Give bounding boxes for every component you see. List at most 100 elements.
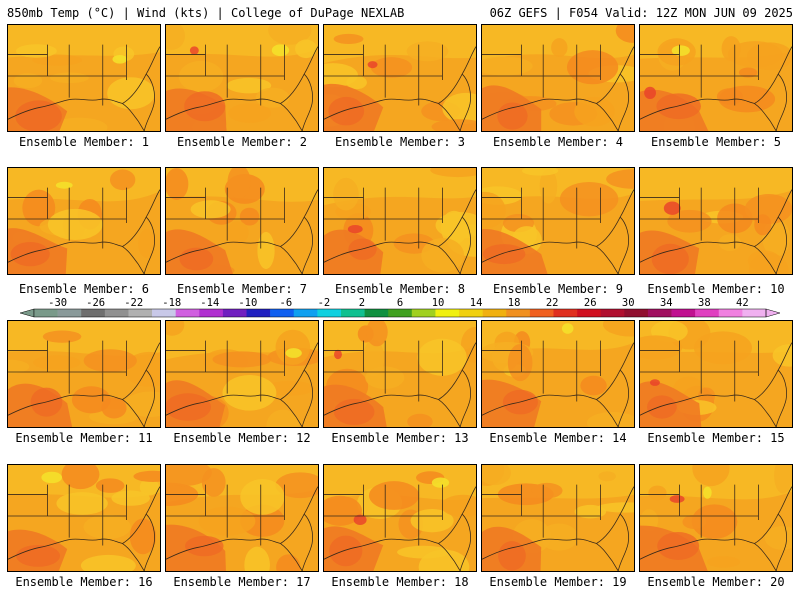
ensemble-member-label: Ensemble Member: 17 bbox=[173, 575, 311, 589]
ensemble-member-label: Ensemble Member: 2 bbox=[176, 135, 308, 149]
temperature-map-image bbox=[482, 465, 634, 571]
temperature-map-image bbox=[166, 465, 318, 571]
colorbar-swatch bbox=[553, 309, 578, 317]
temperature-map-image bbox=[166, 25, 318, 131]
colorbar-tick-label: 10 bbox=[432, 297, 445, 309]
ensemble-member-map bbox=[639, 464, 793, 572]
ensemble-member-label: Ensemble Member: 14 bbox=[489, 431, 627, 445]
ensemble-member-label: Ensemble Member: 5 bbox=[650, 135, 782, 149]
colorbar-tick-label: -2 bbox=[318, 297, 331, 309]
colorbar-tick-label: 38 bbox=[698, 297, 711, 309]
temperature-colorbar: -30 -26 -22 -18 -14 -10 -6 -2 2 6 10 14 18 22 26 30 34 38… bbox=[20, 297, 780, 318]
ensemble-member-label: Ensemble Member: 16 bbox=[15, 575, 153, 589]
colorbar-border bbox=[33, 308, 767, 318]
ensemble-member-label: Ensemble Member: 15 bbox=[647, 431, 785, 445]
ensemble-member-label: Ensemble Member: 9 bbox=[492, 282, 624, 296]
colorbar-swatch bbox=[411, 309, 436, 317]
ensemble-member-label: Ensemble Member: 18 bbox=[331, 575, 469, 589]
ensemble-member-map bbox=[639, 320, 793, 428]
temperature-map-image bbox=[482, 25, 634, 131]
colorbar-swatch bbox=[647, 309, 672, 317]
colorbar-tick-label: 30 bbox=[622, 297, 635, 309]
ensemble-member-map bbox=[7, 24, 161, 132]
temperature-map-image bbox=[640, 321, 792, 427]
temperature-map-image bbox=[324, 168, 476, 274]
temperature-map-image bbox=[482, 321, 634, 427]
ensemble-member-map bbox=[481, 24, 635, 132]
ensemble-member-label: Ensemble Member: 20 bbox=[647, 575, 785, 589]
ensemble-member-label: Ensemble Member: 1 bbox=[18, 135, 150, 149]
colorbar-tick-label: 14 bbox=[470, 297, 483, 309]
temperature-map-image bbox=[324, 321, 476, 427]
temperature-map-image bbox=[166, 321, 318, 427]
colorbar-swatch bbox=[671, 309, 696, 317]
temperature-map-image bbox=[324, 25, 476, 131]
colorbar-tick-label: -10 bbox=[238, 297, 257, 309]
ensemble-member-map bbox=[481, 167, 635, 275]
colorbar-swatch bbox=[388, 309, 413, 317]
ensemble-member-map bbox=[7, 320, 161, 428]
colorbar-swatch bbox=[34, 309, 58, 317]
ensemble-member-map bbox=[323, 24, 477, 132]
colorbar-swatch bbox=[624, 309, 649, 317]
ensemble-member-map bbox=[7, 167, 161, 275]
colorbar-tick-label: -22 bbox=[124, 297, 143, 309]
colorbar-swatch bbox=[529, 309, 554, 317]
colorbar-tick-label: 42 bbox=[736, 297, 749, 309]
ensemble-member-map bbox=[481, 464, 635, 572]
colorbar-tick-label: -30 bbox=[48, 297, 67, 309]
colorbar-tick-label: 26 bbox=[584, 297, 597, 309]
temperature-map-image bbox=[640, 465, 792, 571]
colorbar-tick-label: 18 bbox=[508, 297, 521, 309]
ensemble-member-label: Ensemble Member: 10 bbox=[647, 282, 785, 296]
colorbar-tick-label: -26 bbox=[86, 297, 105, 309]
temperature-map-image bbox=[8, 465, 160, 571]
ensemble-member-map bbox=[639, 24, 793, 132]
ensemble-member-map bbox=[323, 320, 477, 428]
colorbar-swatch bbox=[246, 309, 271, 317]
temperature-map-image bbox=[640, 25, 792, 131]
ensemble-member-map bbox=[165, 24, 319, 132]
colorbar-swatch bbox=[152, 309, 176, 317]
colorbar-swatch bbox=[742, 309, 767, 317]
temperature-map-image bbox=[8, 25, 160, 131]
colorbar-swatch bbox=[81, 309, 106, 317]
colorbar-tick-label: 22 bbox=[546, 297, 559, 309]
colorbar-swatch bbox=[459, 309, 483, 317]
colorbar-swatch bbox=[718, 309, 743, 317]
colorbar-swatch bbox=[435, 309, 460, 317]
colorbar-tick-label: -18 bbox=[162, 297, 181, 309]
temperature-map-image bbox=[166, 168, 318, 274]
colorbar-swatch bbox=[600, 309, 625, 317]
colorbar-tick-label: 34 bbox=[660, 297, 673, 309]
ensemble-member-label: Ensemble Member: 4 bbox=[492, 135, 624, 149]
temperature-map-image bbox=[482, 168, 634, 274]
colorbar-swatch bbox=[482, 309, 507, 317]
temperature-map-image bbox=[8, 321, 160, 427]
ensemble-member-label: Ensemble Member: 11 bbox=[15, 431, 153, 445]
ensemble-member-label: Ensemble Member: 13 bbox=[331, 431, 469, 445]
colorbar-swatch bbox=[577, 309, 602, 317]
colorbar-tick-label: 6 bbox=[397, 297, 403, 309]
run-valid-time: 06Z GEFS | F054 Valid: 12Z MON JUN 09 20… bbox=[489, 6, 793, 20]
colorbar-swatch bbox=[128, 309, 153, 317]
colorbar-right-arrow bbox=[765, 308, 780, 318]
colorbar-tick-label: -14 bbox=[200, 297, 219, 309]
colorbar-swatch bbox=[293, 309, 318, 317]
colorbar-swatch bbox=[317, 309, 342, 317]
ensemble-member-map bbox=[323, 464, 477, 572]
ensemble-member-label: Ensemble Member: 8 bbox=[334, 282, 466, 296]
temperature-map-image bbox=[8, 168, 160, 274]
colorbar-swatch bbox=[57, 309, 82, 317]
ensemble-member-map bbox=[639, 167, 793, 275]
colorbar-swatch bbox=[270, 309, 295, 317]
ensemble-member-map bbox=[7, 464, 161, 572]
ensemble-member-label: Ensemble Member: 6 bbox=[18, 282, 150, 296]
ensemble-member-map bbox=[481, 320, 635, 428]
ensemble-member-label: Ensemble Member: 12 bbox=[173, 431, 311, 445]
ensemble-member-map bbox=[165, 320, 319, 428]
colorbar-swatch bbox=[340, 309, 365, 317]
colorbar-left-arrow bbox=[20, 308, 35, 318]
ensemble-member-map bbox=[165, 464, 319, 572]
colorbar-swatch bbox=[506, 309, 531, 317]
